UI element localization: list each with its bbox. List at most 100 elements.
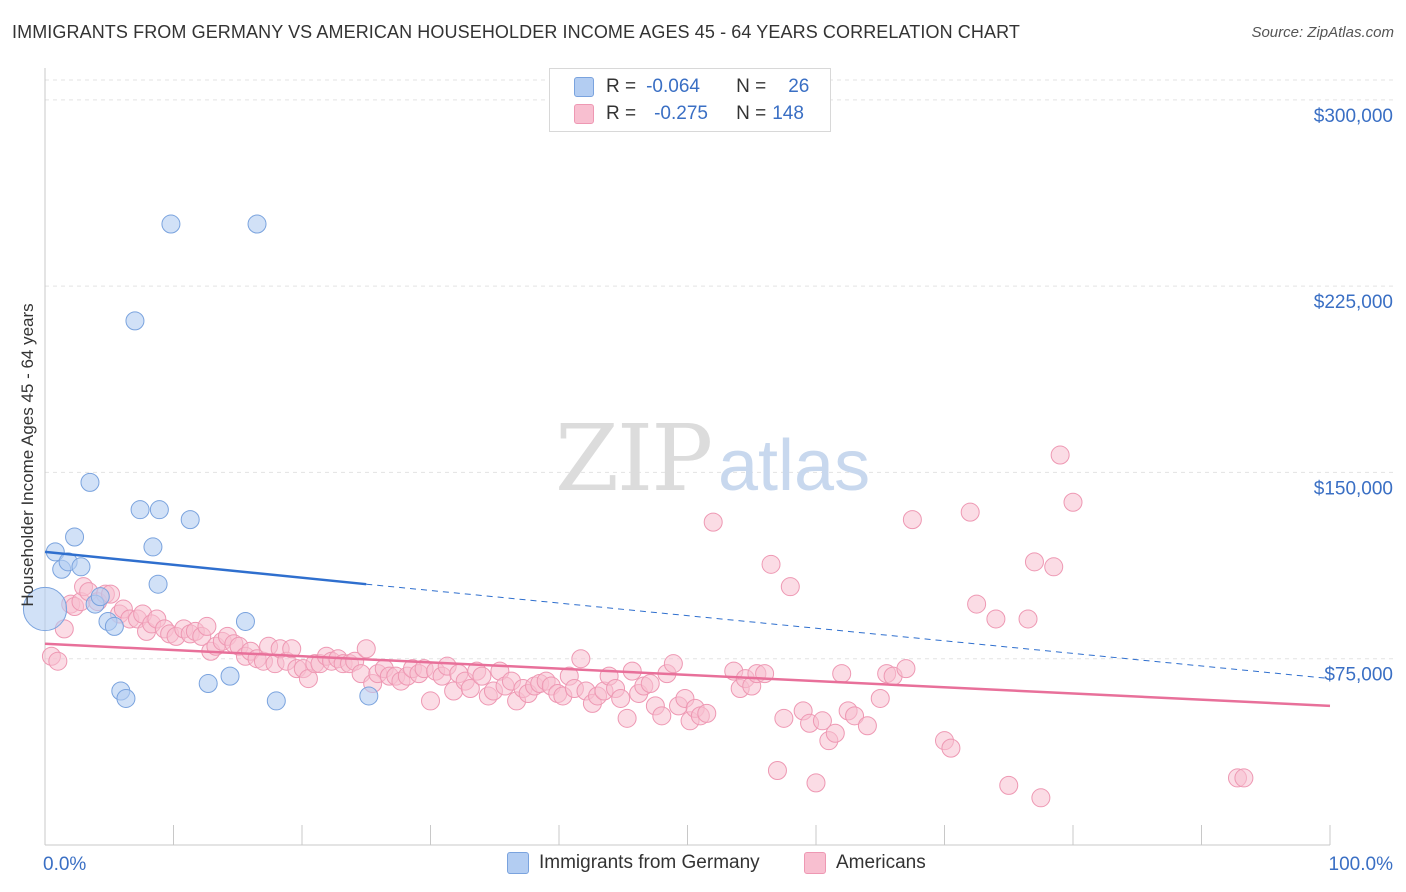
- y-tick-label: $75,000: [1324, 665, 1393, 686]
- germany-trend-line: [44, 550, 367, 586]
- americans-point: [761, 554, 781, 574]
- americans-point: [812, 711, 832, 731]
- germany-point: [90, 587, 110, 607]
- americans-point: [941, 738, 961, 758]
- americans-point: [870, 688, 890, 708]
- germany-point: [149, 500, 169, 520]
- americans-point: [986, 609, 1006, 629]
- americans-point: [697, 703, 717, 723]
- americans-points: [41, 445, 1254, 808]
- germany-point: [130, 500, 150, 520]
- americans-point: [421, 691, 440, 711]
- legend-row-americans: R = -0.275 N = 148: [574, 102, 804, 126]
- germany-points: [22, 214, 379, 711]
- legend-n-value: 148: [772, 103, 804, 124]
- legend-r-label: R =: [606, 76, 637, 97]
- americans-point: [1050, 445, 1070, 465]
- legend-n-value: 26: [788, 76, 810, 97]
- legend-item-americans[interactable]: Americans: [804, 852, 926, 874]
- x-tick-labels: 0.0% 100.0%: [43, 854, 1393, 875]
- series-legend: Immigrants from Germany Americans: [0, 852, 1406, 878]
- americans-point: [48, 651, 68, 671]
- americans-point: [617, 708, 637, 728]
- legend-swatch-germany: [574, 77, 594, 97]
- x-tick-label: 100.0%: [1329, 854, 1394, 875]
- americans-point: [1234, 768, 1254, 788]
- svg-text:ZIP: ZIP: [555, 405, 711, 512]
- correlation-legend: R = -0.064 N = 26 R = -0.275 N = 148: [549, 68, 831, 132]
- legend-n-label: N =: [736, 76, 767, 97]
- legend-label-germany: Immigrants from Germany: [539, 852, 760, 873]
- americans-point: [1031, 788, 1051, 808]
- americans-point: [571, 649, 591, 669]
- germany-point: [148, 574, 168, 594]
- germany-point: [143, 537, 163, 557]
- legend-item-germany[interactable]: Immigrants from Germany: [507, 852, 760, 874]
- legend-row-germany: R = -0.064 N = 26: [574, 75, 809, 99]
- americans-point: [960, 502, 980, 522]
- x-tick-label: 0.0%: [43, 854, 86, 875]
- germany-point: [235, 611, 255, 631]
- americans-point: [780, 577, 800, 597]
- germany-point: [180, 510, 200, 530]
- americans-point: [1063, 492, 1083, 512]
- americans-point: [640, 674, 660, 694]
- americans-point: [460, 679, 480, 699]
- americans-point: [663, 654, 683, 674]
- americans-point: [1018, 609, 1038, 629]
- americans-point: [806, 773, 826, 793]
- germany-point: [161, 214, 181, 234]
- americans-point: [774, 708, 794, 728]
- americans-point: [703, 512, 723, 532]
- y-axis-label: Householder Income Ages 45 - 64 years: [18, 303, 37, 606]
- y-tick-labels: $75,000 $150,000 $225,000 $300,000: [1314, 106, 1393, 686]
- germany-point: [125, 311, 145, 331]
- y-tick-label: $150,000: [1314, 478, 1393, 499]
- legend-swatch-germany: [507, 852, 529, 874]
- trend-lines: [44, 550, 1331, 708]
- americans-point: [1024, 552, 1044, 572]
- americans-point: [611, 688, 631, 708]
- germany-point: [65, 527, 85, 547]
- legend-n-label: N =: [736, 103, 767, 124]
- americans-point: [857, 716, 877, 736]
- legend-r-label: R =: [606, 103, 637, 124]
- americans-point: [356, 639, 376, 659]
- svg-text:atlas: atlas: [718, 426, 870, 506]
- legend-r-value: -0.064: [646, 76, 700, 97]
- americans-point: [1044, 557, 1064, 577]
- americans-point: [472, 666, 492, 686]
- americans-point: [832, 664, 852, 684]
- americans-point: [896, 659, 916, 679]
- y-tick-label: $225,000: [1314, 292, 1393, 313]
- legend-r-value: -0.275: [654, 103, 708, 124]
- americans-point: [999, 775, 1019, 795]
- watermark: ZIP atlas: [555, 405, 870, 512]
- germany-point: [71, 557, 91, 577]
- germany-point: [198, 674, 218, 694]
- americans-point: [845, 706, 865, 726]
- americans-point: [902, 510, 922, 530]
- germany-point: [359, 686, 379, 706]
- germany-point: [116, 688, 136, 708]
- germany-point: [22, 586, 68, 632]
- germany-point: [104, 616, 124, 636]
- germany-point: [247, 214, 267, 234]
- germany-point: [220, 666, 240, 686]
- germany-point: [80, 472, 100, 492]
- legend-label-americans: Americans: [836, 852, 926, 873]
- americans-trend-line: [44, 642, 1331, 708]
- chart-title: IMMIGRANTS FROM GERMANY VS AMERICAN HOUS…: [12, 22, 1020, 42]
- americans-point: [967, 594, 987, 614]
- source-label: Source: ZipAtlas.com: [1251, 24, 1394, 41]
- legend-swatch-americans: [574, 104, 594, 124]
- americans-point: [825, 723, 845, 743]
- germany-trend-extension: [366, 583, 1331, 680]
- legend-swatch-americans: [804, 852, 826, 874]
- germany-point: [266, 691, 286, 711]
- americans-point: [197, 616, 217, 636]
- americans-point: [282, 639, 302, 659]
- americans-point: [652, 706, 672, 726]
- axes: [44, 68, 1331, 846]
